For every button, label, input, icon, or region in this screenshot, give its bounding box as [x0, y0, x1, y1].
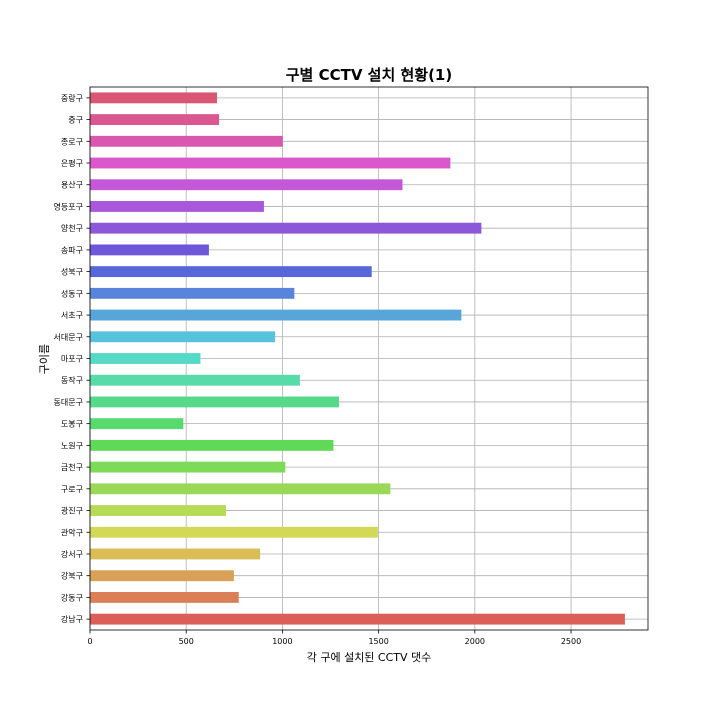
x-tick-label: 500 — [179, 637, 194, 646]
bar-관악구 — [90, 526, 378, 538]
bar-동대문구 — [90, 396, 339, 408]
x-tick-label: 2500 — [561, 637, 581, 646]
y-tick-label: 은평구 — [61, 158, 83, 168]
bar-강북구 — [90, 570, 234, 582]
y-tick-label: 송파구 — [61, 246, 83, 255]
y-tick-label: 마포구 — [61, 355, 83, 364]
y-tick-label: 광진구 — [61, 506, 83, 516]
bar-용산구 — [90, 179, 403, 191]
y-tick-label: 강동구 — [61, 592, 83, 602]
bar-노원구 — [90, 439, 334, 451]
y-tick-label: 서대문구 — [54, 333, 83, 342]
bar-광진구 — [90, 505, 227, 516]
x-axis-label: 각 구에 설치된 CCTV 댓수 — [307, 651, 432, 664]
y-tick-label: 노원구 — [61, 441, 83, 450]
bar-영등포구 — [90, 201, 264, 212]
y-tick-label: 강남구 — [61, 614, 83, 624]
x-tick-label: 0 — [87, 637, 92, 646]
y-axis-label: 구이름 — [38, 344, 51, 374]
y-tick-label: 강북구 — [61, 571, 83, 581]
y-tick-label: 구로구 — [61, 485, 83, 494]
bar-종로구 — [90, 135, 283, 147]
bar-성북구 — [90, 266, 372, 278]
y-tick-label: 성북구 — [61, 268, 83, 277]
y-tick-label: 강서구 — [61, 549, 83, 559]
x-tick-label: 2000 — [465, 637, 485, 646]
chart-title: 구별 CCTV 설치 현황(1) — [286, 66, 452, 84]
bar-강남구 — [90, 613, 625, 625]
bar-마포구 — [90, 353, 201, 364]
y-tick-label: 용산구 — [61, 180, 83, 190]
y-tick-label: 동대문구 — [54, 398, 83, 407]
y-tick-label: 성동구 — [61, 289, 83, 298]
bar-양천구 — [90, 222, 482, 234]
bar-중랑구 — [90, 92, 217, 104]
bar-강동구 — [90, 591, 239, 603]
x-tick-label: 1000 — [272, 637, 292, 646]
bar-강서구 — [90, 548, 261, 560]
bar-송파구 — [90, 244, 209, 256]
y-tick-label: 서초구 — [61, 311, 83, 320]
bar-도봉구 — [90, 418, 184, 430]
y-tick-label: 중구 — [68, 116, 83, 125]
y-tick-label: 동작구 — [61, 375, 83, 385]
y-tick-label: 관악구 — [61, 527, 83, 537]
bar-서대문구 — [90, 331, 276, 343]
plot-frame — [89, 86, 649, 631]
y-tick-label: 영등포구 — [54, 201, 83, 211]
bar-성동구 — [90, 287, 295, 299]
bar-동작구 — [90, 374, 300, 386]
y-tick-label: 도봉구 — [61, 420, 83, 429]
bar-구로구 — [90, 483, 391, 495]
y-tick-label: 금천구 — [61, 462, 83, 472]
bar-중구 — [90, 114, 220, 126]
y-tick-label: 중랑구 — [61, 93, 83, 103]
y-tick-label: 양천구 — [61, 223, 83, 233]
bar-서초구 — [90, 309, 462, 321]
bar-금천구 — [90, 461, 286, 473]
x-tick-label: 1500 — [368, 637, 388, 646]
y-tick-label: 종로구 — [61, 137, 83, 146]
bar-은평구 — [90, 157, 451, 169]
